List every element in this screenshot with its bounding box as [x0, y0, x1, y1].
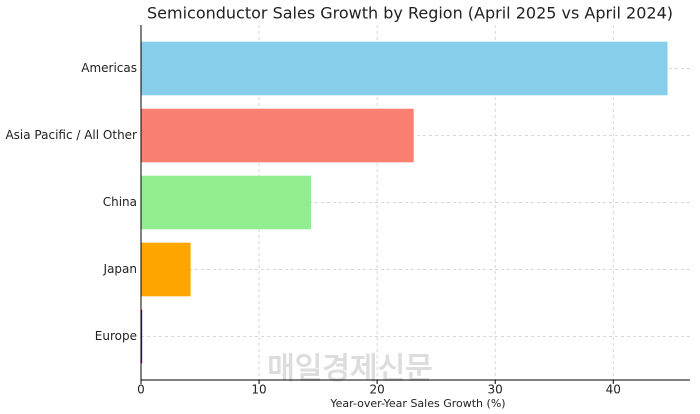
y-tick-label: China [103, 195, 137, 209]
y-tick-label: Europe [95, 329, 137, 343]
x-tick-label: 40 [606, 383, 621, 397]
watermark: 매일경제신문 [267, 352, 433, 387]
x-tick-label: 20 [369, 383, 384, 397]
bar [141, 242, 191, 297]
bar [141, 41, 668, 96]
x-tick-label: 30 [488, 383, 503, 397]
bar [141, 108, 414, 163]
bar [141, 309, 143, 364]
x-tick-label: 0 [137, 383, 145, 397]
y-tick-label: Japan [103, 262, 137, 276]
x-axis-label: Year-over-Year Sales Growth (%) [329, 397, 505, 410]
x-tick-label: 10 [251, 383, 266, 397]
y-tick-label: Americas [81, 61, 137, 75]
y-tick-label: Asia Pacific / All Other [5, 128, 137, 142]
chart-title: Semiconductor Sales Growth by Region (Ap… [147, 4, 673, 23]
bar [141, 175, 312, 230]
